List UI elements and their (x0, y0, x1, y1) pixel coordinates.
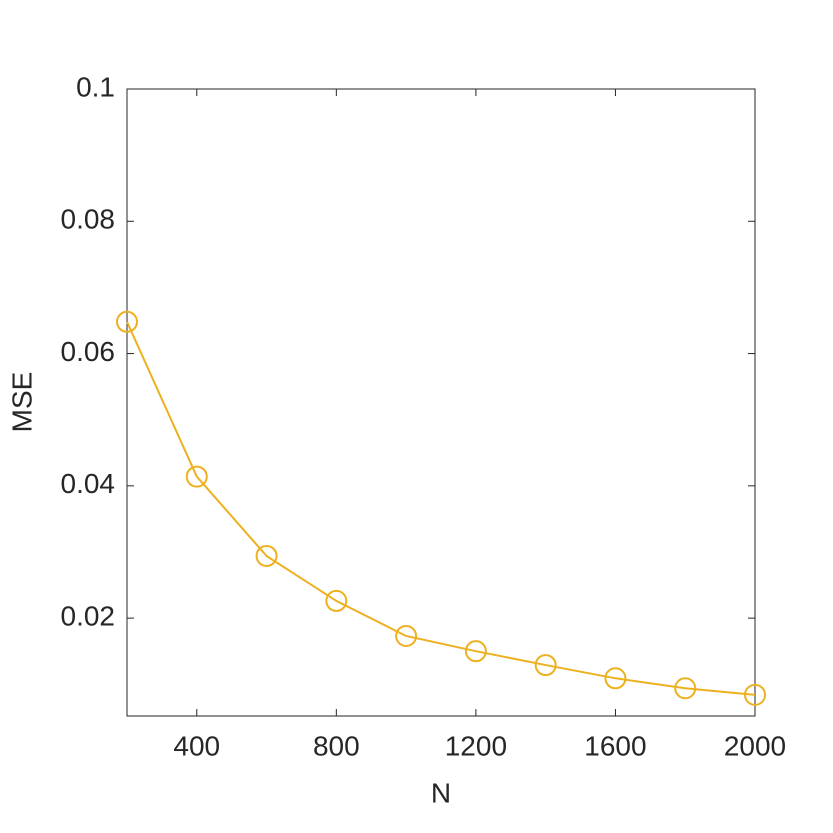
line (126, 321, 756, 696)
marker (255, 544, 278, 567)
y-tick-label: 0.1 (76, 71, 115, 102)
y-tick-label: 0.04 (61, 468, 116, 499)
x-tick-label: 800 (313, 730, 360, 761)
marker (185, 465, 208, 488)
marker (325, 589, 348, 612)
y-axis-label: MSE (6, 372, 37, 433)
marker (744, 683, 766, 706)
x-tick-label: 2000 (724, 730, 786, 761)
x-tick-label: 1200 (445, 730, 507, 761)
marker (395, 624, 418, 647)
marker (116, 310, 138, 333)
x-tick-label: 1600 (584, 730, 646, 761)
y-tick-label: 0.08 (61, 204, 116, 235)
marker (534, 654, 557, 677)
x-axis-label: N (431, 777, 451, 808)
y-tick-label: 0.06 (61, 336, 116, 367)
x-tick-label: 400 (173, 730, 220, 761)
marker (604, 667, 627, 690)
y-tick-label: 0.02 (61, 601, 116, 632)
marker (464, 640, 487, 663)
plot-frame (126, 88, 756, 717)
marker (674, 677, 697, 700)
